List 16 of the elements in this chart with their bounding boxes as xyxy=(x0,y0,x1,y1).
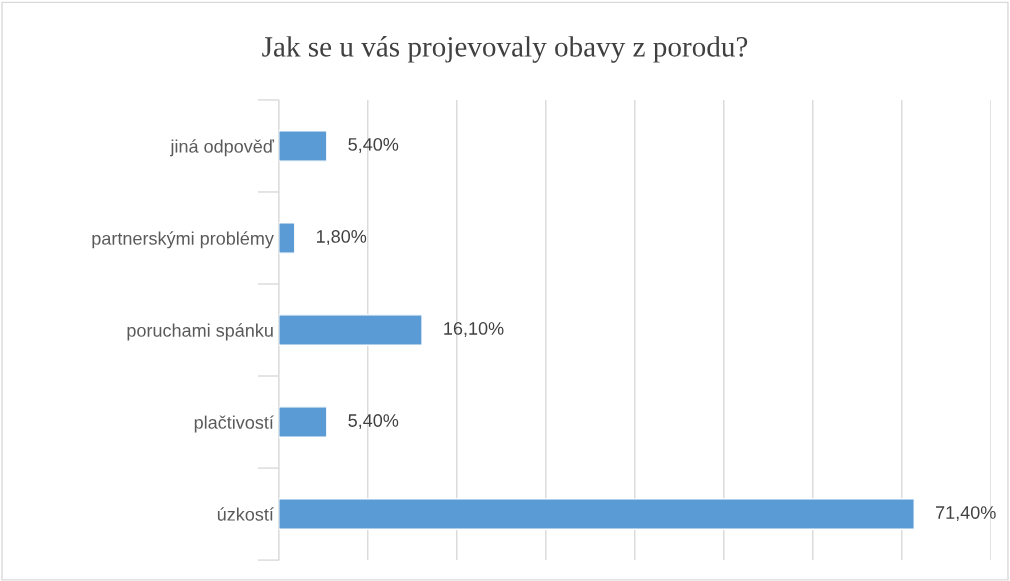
y-tick-label: partnerskými problémy xyxy=(92,231,274,249)
bar xyxy=(278,498,915,530)
bar xyxy=(278,130,328,162)
bar xyxy=(278,314,423,346)
data-label: 5,40% xyxy=(348,138,399,153)
chart-title: Jak se u vás projevovaly obavy z porodu? xyxy=(262,36,748,63)
y-tick-label: plačtivostí xyxy=(194,415,274,433)
data-label: 1,80% xyxy=(316,230,367,245)
data-label: 5,40% xyxy=(348,414,399,430)
bar xyxy=(278,406,328,438)
y-tick-label: jiná odpověď xyxy=(170,139,275,157)
data-label: 16,10% xyxy=(444,322,504,337)
bar xyxy=(278,222,296,254)
y-tick-label: poruchami spánku xyxy=(127,323,273,341)
data-label: 71,40% xyxy=(936,506,996,522)
y-tick-label: úzkostí xyxy=(217,507,274,521)
